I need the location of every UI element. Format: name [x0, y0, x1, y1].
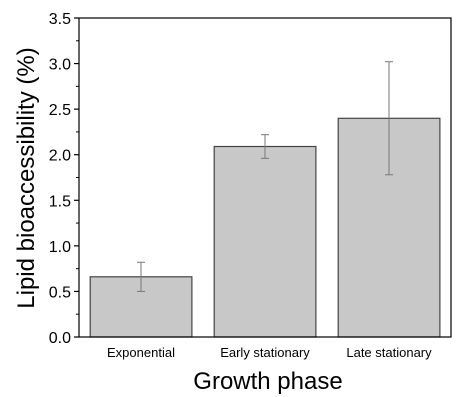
- error-bar-2: [261, 134, 269, 159]
- x-axis-label: Growth phase: [193, 368, 342, 395]
- error-bar-3: [385, 61, 393, 176]
- y-axis: 0.0 0.5 1.0 1.5 2.0 2.5 3.0 3.5: [49, 11, 79, 347]
- y-tick-label: 3.5: [49, 11, 71, 28]
- x-axis: Exponential Early stationary Late stationa…: [107, 345, 432, 360]
- y-tick-label: 1.5: [49, 193, 71, 210]
- x-tick-label: Exponential: [107, 345, 175, 360]
- y-tick-label: 2.5: [49, 102, 71, 119]
- y-tick-label: 0.5: [49, 284, 71, 301]
- x-tick-label: Early stationary: [220, 345, 310, 360]
- y-tick-label: 1.0: [49, 239, 71, 256]
- y-tick-label: 0.0: [49, 330, 71, 347]
- x-tick-label: Late stationary: [346, 345, 432, 360]
- y-tick-label: 3.0: [49, 57, 71, 74]
- y-axis-label: Lipid bioaccessibility (%): [13, 47, 40, 308]
- bar-2: [213, 145, 317, 338]
- error-bar-1: [137, 261, 145, 292]
- plot-area: [78, 17, 452, 338]
- y-tick-label: 2.0: [49, 148, 71, 165]
